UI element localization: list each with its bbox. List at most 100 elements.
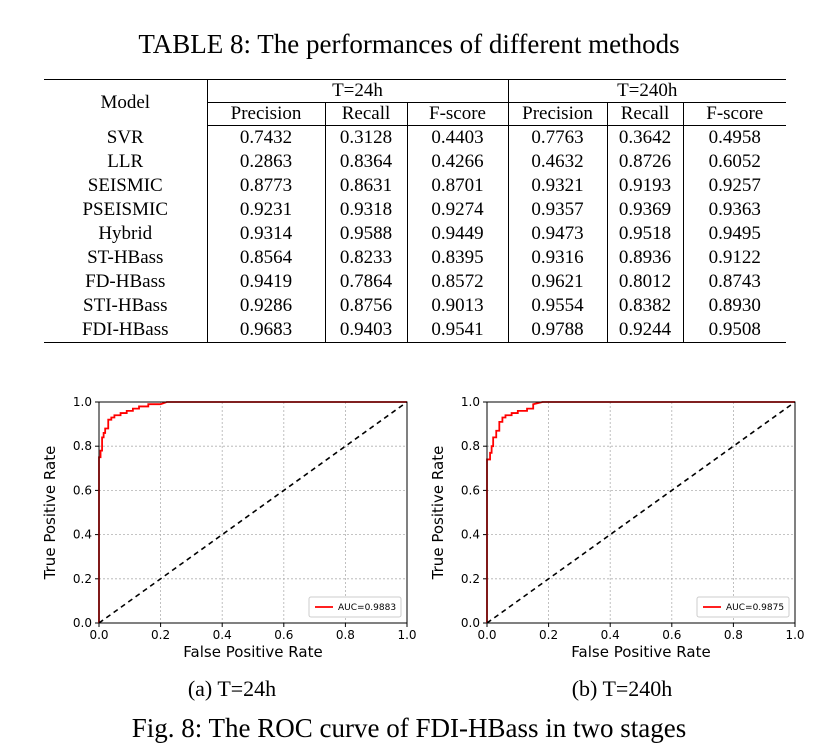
value-cell: 0.8564 (206, 246, 325, 270)
legend-box (308, 596, 402, 618)
column-header: Recall (606, 102, 683, 126)
performance-table: Model T=24h T=240h Precision Recall F-sc… (44, 79, 786, 343)
y-tick-label: 0.2 (461, 572, 480, 586)
value-cell: 0.8012 (606, 270, 683, 294)
value-cell: 0.4958 (682, 125, 786, 150)
subfigure-caption-a: (a) T=24h (187, 676, 277, 701)
value-cell: 0.8364 (324, 150, 407, 174)
group-header: T=240h (507, 79, 786, 103)
model-column-header: Model (44, 79, 207, 126)
roc-curve-line (486, 401, 795, 623)
value-cell: 0.9473 (507, 222, 607, 246)
value-cell: 0.9274 (406, 198, 508, 222)
value-cell: 0.9257 (682, 174, 786, 198)
value-cell: 0.8930 (682, 294, 786, 318)
model-name-cell: ST-HBass (87, 247, 164, 268)
x-axis-label: False Positive Rate (183, 643, 322, 661)
value-cell: 0.9449 (406, 222, 508, 246)
plot-frame (486, 401, 796, 624)
legend-label: AUC=0.9875 (726, 603, 784, 613)
value-cell: 0.9621 (507, 270, 607, 294)
roc-chart-t240h: 0.0 0.2 0.4 0.6 0.8 1.0 0.0 0.2 0.4 0.6 0.8 1.0 Fals… (429, 395, 805, 661)
value-cell: 0.7763 (507, 125, 607, 150)
value-cell: 0.9495 (682, 222, 786, 246)
x-tick-label: 0.4 (213, 628, 232, 642)
x-tick-label: 1.0 (785, 628, 804, 642)
value-cell: 0.9588 (324, 222, 407, 246)
table-row: SEISMIC 0.8773 0.8631 0.8701 0.9321 0.9193 0.9… (44, 174, 786, 198)
value-cell: 0.8743 (682, 270, 786, 294)
group-header: T=24h (206, 79, 508, 103)
x-tick-label: 0.2 (151, 628, 170, 642)
model-name-cell: PSEISMIC (82, 199, 169, 220)
value-cell: 0.8395 (406, 246, 508, 270)
table-row: LLR 0.2863 0.8364 0.4266 0.4632 0.8726 0.6052 (44, 150, 786, 174)
value-cell: 0.7432 (206, 125, 325, 150)
table-row: PSEISMIC 0.9231 0.9318 0.9274 0.9357 0.9369 0.… (44, 198, 786, 222)
legend-box (696, 596, 790, 618)
value-cell: 0.9122 (682, 246, 786, 270)
value-cell: 0.9231 (206, 198, 325, 222)
x-tick-label: 0.6 (274, 628, 293, 642)
value-cell: 0.3128 (324, 125, 407, 150)
y-axis-label: True Positive Rate (41, 446, 59, 581)
y-tick-label: 0.6 (73, 483, 92, 497)
x-tick-label: 0.6 (662, 628, 681, 642)
y-tick-label: 0.8 (461, 439, 480, 453)
value-cell: 0.7864 (324, 270, 407, 294)
table-header-row: Model T=24h T=240h (44, 79, 786, 126)
x-axis-label: False Positive Rate (571, 643, 710, 661)
value-cell: 0.9369 (606, 198, 683, 222)
value-cell: 0.8631 (324, 174, 407, 198)
value-cell: 0.9788 (507, 318, 607, 343)
column-header: F-score (406, 102, 508, 126)
y-tick-label: 1.0 (461, 395, 480, 409)
table-row: Hybrid 0.9314 0.9588 0.9449 0.9473 0.9518 0.94… (44, 222, 786, 246)
model-name-cell: FDI-HBass (44, 318, 207, 343)
model-name-cell: Hybrid (98, 223, 153, 244)
y-tick-label: 0.4 (73, 528, 92, 542)
figure-caption: Fig. 8: The ROC curve of FDI-HBass in tw… (131, 713, 687, 743)
model-name-cell: SVR (106, 126, 144, 148)
diagonal-reference-line (98, 401, 408, 624)
value-cell: 0.6052 (682, 150, 786, 174)
value-cell: 0.9244 (606, 318, 683, 343)
diagonal-reference-line (486, 401, 796, 624)
roc-curve-line (98, 401, 407, 623)
y-tick-label: 0.2 (73, 572, 92, 586)
y-axis-label: True Positive Rate (429, 446, 447, 581)
value-cell: 0.9554 (507, 294, 607, 318)
y-tick-label: 0.0 (461, 616, 480, 630)
value-cell: 0.9508 (682, 318, 786, 343)
value-cell: 0.4266 (406, 150, 508, 174)
x-tick-label: 0.4 (601, 628, 620, 642)
subfigure-caption-b: (b) T=240h (571, 676, 673, 701)
table-row: FDI-HBass 0.9683 0.9403 0.9541 0.9788 0.9244 0… (44, 318, 786, 343)
value-cell: 0.9541 (406, 318, 508, 343)
value-cell: 0.9316 (507, 246, 607, 270)
value-cell: 0.8233 (324, 246, 407, 270)
x-tick-label: 0.8 (336, 628, 355, 642)
legend: AUC=0.9883 (308, 596, 402, 618)
model-name-cell: FD-HBass (85, 271, 166, 292)
y-tick-label: 1.0 (73, 395, 92, 409)
value-cell: 0.4632 (507, 150, 607, 174)
y-tick-label: 0.6 (461, 483, 480, 497)
value-cell: 0.9419 (206, 270, 325, 294)
column-header: Precision (507, 102, 607, 126)
value-cell: 0.8756 (324, 294, 407, 318)
value-cell: 0.9314 (206, 222, 325, 246)
value-cell: 0.4403 (406, 125, 508, 150)
value-cell: 0.9013 (406, 294, 508, 318)
x-tick-label: 0.2 (539, 628, 558, 642)
value-cell: 0.9518 (606, 222, 683, 246)
table-caption: TABLE 8: The performances of different m… (138, 29, 680, 59)
y-tick-label: 0.8 (73, 439, 92, 453)
table-row: SVR 0.7432 0.3128 0.4403 0.7763 0.3642 0.4958 (44, 125, 786, 150)
model-name-cell: LLR (107, 151, 144, 172)
table-row: ST-HBass 0.8564 0.8233 0.8395 0.9316 0.8936 0.… (44, 246, 786, 270)
value-cell: 0.8773 (206, 174, 325, 198)
value-cell: 0.8936 (606, 246, 683, 270)
y-tick-label: 0.4 (461, 528, 480, 542)
table-row: STI-HBass 0.9286 0.8756 0.9013 0.9554 0.8382 0… (44, 294, 786, 318)
